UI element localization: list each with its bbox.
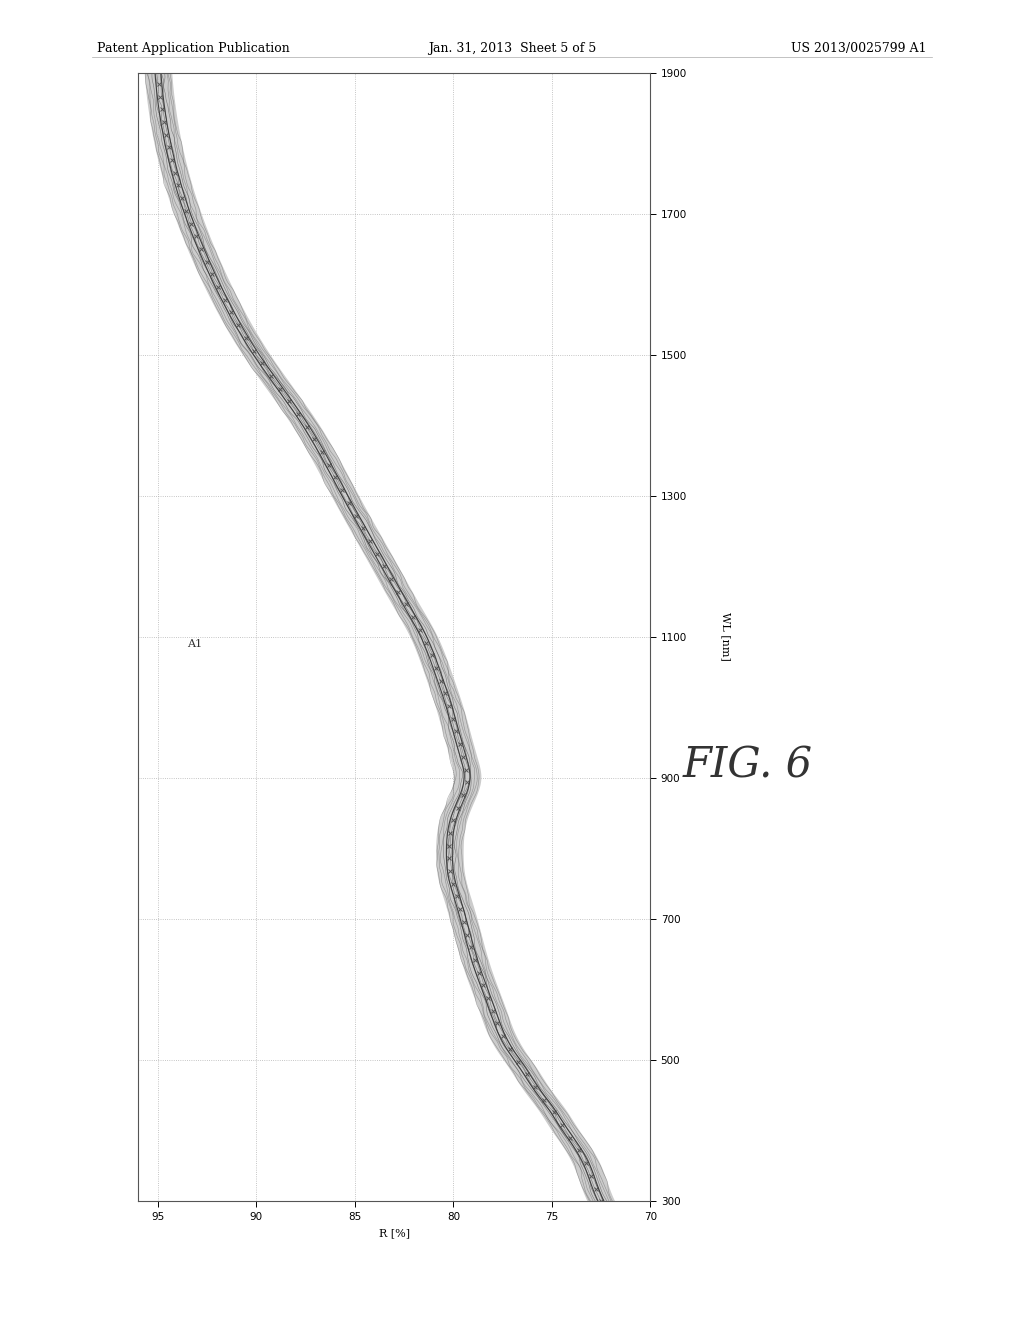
Text: FIG. 6: FIG. 6 [682, 744, 813, 787]
X-axis label: R [%]: R [%] [379, 1229, 410, 1238]
Text: US 2013/0025799 A1: US 2013/0025799 A1 [792, 42, 927, 55]
Text: A1: A1 [187, 639, 203, 649]
Text: Jan. 31, 2013  Sheet 5 of 5: Jan. 31, 2013 Sheet 5 of 5 [428, 42, 596, 55]
Y-axis label: WL [nm]: WL [nm] [721, 612, 731, 661]
Text: Patent Application Publication: Patent Application Publication [97, 42, 290, 55]
